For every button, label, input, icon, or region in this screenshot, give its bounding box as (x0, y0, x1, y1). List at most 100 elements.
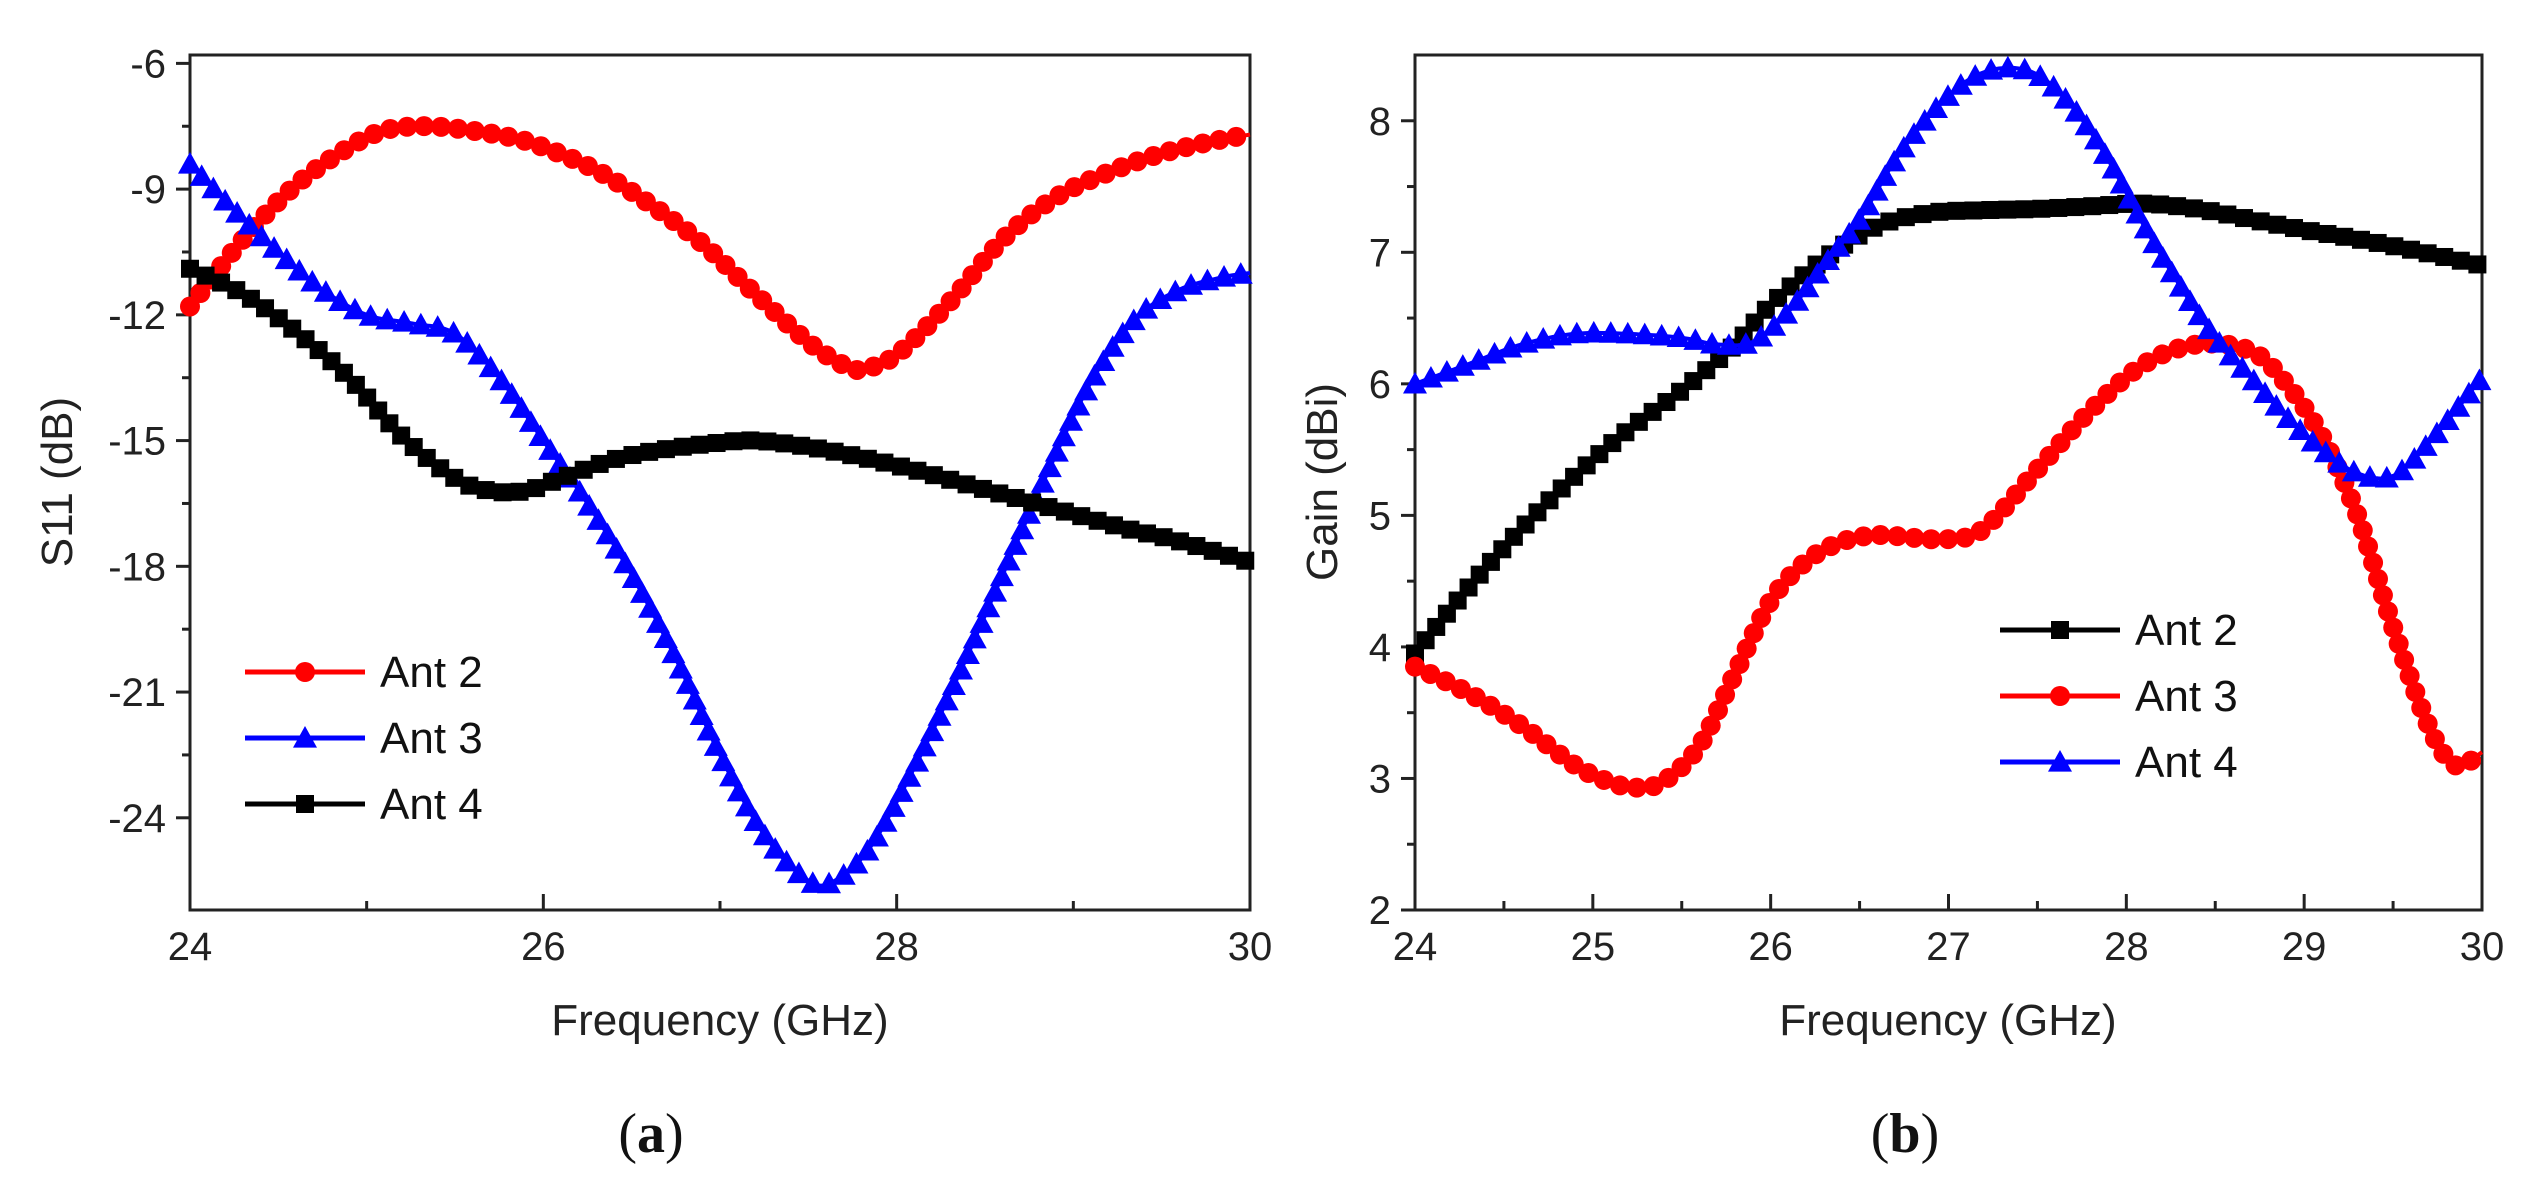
series-marker-ant-3 (1759, 592, 1780, 613)
series-marker-ant-3 (1626, 777, 1647, 798)
series-marker-ant-4 (590, 454, 609, 473)
y-tick-label: -6 (130, 42, 166, 86)
series-marker-ant-4 (1826, 235, 1851, 257)
series-marker-ant-2 (2015, 200, 2034, 219)
series-marker-ant-3 (927, 704, 952, 726)
series-marker-ant-3 (2424, 729, 2445, 750)
series-marker-ant-2 (2234, 209, 2253, 228)
series-marker-ant-3 (719, 764, 744, 787)
series-marker-ant-4 (2150, 246, 2175, 268)
series-marker-ant-4 (2467, 368, 2492, 391)
series-marker-ant-4 (2053, 86, 2078, 109)
series-marker-ant-3 (577, 494, 602, 516)
series-marker-ant-2 (380, 118, 401, 139)
series-marker-ant-3 (996, 548, 1021, 571)
y-tick-label: 7 (1369, 231, 1391, 275)
series-marker-ant-3 (1465, 687, 1486, 708)
x-axis-title-a: Frequency (GHz) (551, 996, 888, 1045)
series-marker-ant-3 (1522, 723, 1543, 744)
series-marker-ant-3 (682, 687, 707, 710)
series-marker-ant-4 (2357, 465, 2382, 487)
series-marker-ant-3 (2168, 338, 2189, 359)
series-marker-ant-4 (1632, 322, 1657, 345)
x-tick-label: 30 (1228, 925, 1273, 969)
series-marker-ant-2 (305, 159, 326, 180)
series-marker-ant-4 (1815, 248, 1840, 271)
series-group-a (178, 116, 1255, 894)
series-marker-ant-4 (1837, 221, 1862, 244)
series-marker-ant-4 (1979, 58, 2004, 80)
series-marker-ant-4 (690, 435, 709, 454)
series-marker-ant-4 (2253, 381, 2278, 403)
y-tick-label: 2 (1369, 889, 1391, 933)
series-marker-ant-3 (237, 212, 262, 235)
series-marker-ant-4 (1598, 321, 1623, 343)
series-marker-ant-4 (2101, 156, 2126, 179)
series-marker-ant-3 (976, 595, 1001, 618)
series-marker-ant-3 (509, 396, 534, 418)
series-marker-ant-4 (558, 466, 577, 485)
series-marker-ant-3 (668, 656, 693, 679)
legend-swatch-marker (2050, 686, 2070, 706)
series-marker-ant-4 (181, 259, 199, 278)
series-marker-ant-2 (2418, 244, 2437, 263)
series-marker-ant-4 (2117, 186, 2142, 209)
series-marker-ant-3 (864, 824, 889, 847)
series-marker-ant-3 (962, 626, 987, 649)
series-marker-ant-4 (1581, 320, 1606, 343)
y-tick-label: -15 (108, 420, 166, 464)
series-marker-ant-3 (528, 424, 553, 447)
series-marker-ant-4 (2276, 406, 2301, 429)
series-marker-ant-3 (595, 522, 620, 545)
series-marker-ant-3 (752, 823, 777, 846)
panel-letter-b: b (1889, 1103, 1920, 1165)
series-marker-ant-4 (510, 482, 529, 501)
legend-a: Ant 2 Ant 3 Ant 4 (245, 648, 483, 829)
x-tick-label: 30 (2460, 925, 2505, 969)
series-marker-ant-3 (249, 224, 274, 247)
series-marker-ant-2 (1896, 208, 1915, 227)
y-tick-label: 8 (1369, 100, 1391, 144)
series-marker-ant-2 (663, 211, 684, 232)
series-marker-ant-3 (831, 863, 856, 885)
series-marker-ant-3 (661, 641, 686, 664)
legend-b: Ant 2 Ant 3 Ant 4 (2000, 606, 2238, 787)
series-marker-ant-2 (190, 283, 211, 304)
series-marker-ant-4 (2197, 317, 2222, 340)
series-marker-ant-2 (2351, 230, 2370, 249)
series-marker-ant-3 (2303, 412, 2324, 433)
series-marker-ant-4 (1891, 135, 1916, 158)
series-marker-ant-3 (881, 795, 906, 817)
series-marker-ant-3 (586, 508, 611, 530)
series-marker-ant-4 (2389, 458, 2414, 481)
y-axis-title-b: Gain (dBi) (1298, 383, 1347, 581)
series-marker-ant-2 (1176, 137, 1197, 158)
series-marker-ant-3 (1683, 744, 1704, 765)
series-marker-ant-4 (623, 446, 642, 465)
legend-label: Ant 3 (2135, 672, 2238, 721)
series-marker-ant-2 (2368, 233, 2387, 252)
series-marker-ant-2 (2066, 198, 2085, 217)
panel-label-b: (b) (1871, 1103, 1939, 1165)
series-marker-ant-3 (983, 580, 1008, 602)
series-marker-ant-4 (241, 289, 260, 308)
series-marker-ant-4 (212, 273, 231, 292)
series-marker-ant-2 (431, 116, 452, 137)
legend-label: Ant 4 (2135, 738, 2238, 787)
series-marker-ant-3 (696, 718, 721, 741)
series-marker-ant-4 (1935, 84, 1960, 106)
series-marker-ant-3 (1163, 279, 1188, 302)
series-marker-ant-3 (726, 779, 751, 802)
series-marker-ant-4 (2109, 171, 2134, 194)
y-tick-label: 3 (1369, 757, 1391, 801)
series-marker-ant-3 (213, 188, 238, 211)
series-marker-ant-3 (2417, 713, 2438, 734)
series-marker-ant-4 (2041, 74, 2066, 97)
series-marker-ant-3 (478, 355, 503, 378)
series-marker-ant-4 (1666, 325, 1691, 348)
series-marker-ant-2 (562, 148, 583, 169)
series-marker-ant-2 (2218, 205, 2237, 224)
series-marker-ant-2 (2083, 197, 2102, 216)
series-marker-ant-3 (800, 871, 825, 893)
series-marker-ant-3 (455, 330, 480, 353)
